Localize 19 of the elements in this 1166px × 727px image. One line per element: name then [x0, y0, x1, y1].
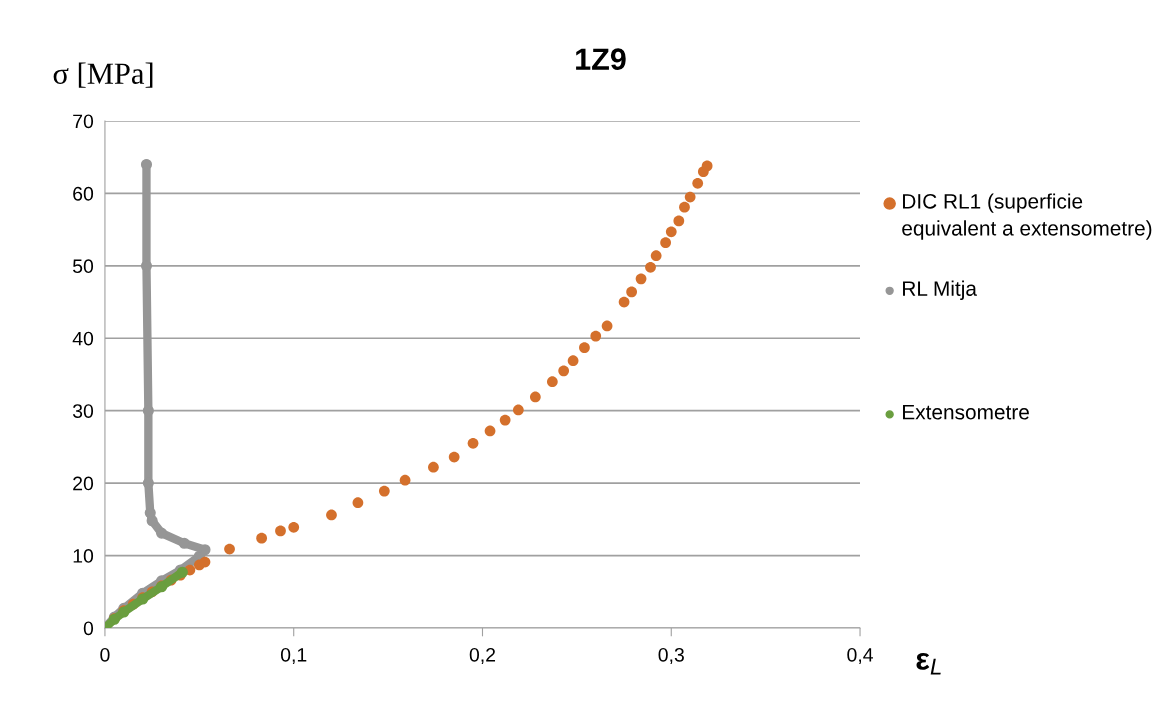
- x-tick-label: 0,4: [847, 647, 873, 665]
- legend-label: Extensometre: [903, 404, 1029, 420]
- legend-label: RL Mitja: [903, 280, 977, 301]
- legend-label: DIC RL1 (superficie equivalent a extensometre): [902, 193, 1152, 240]
- y-tick-label: 30: [72, 404, 94, 418]
- y-tick-label: 40: [72, 331, 94, 346]
- y-tick-label: 0: [83, 621, 94, 636]
- chart-title: 1Z9: [576, 48, 626, 70]
- y-tick-label: 70: [73, 114, 94, 129]
- y-tick-label: 60: [73, 186, 94, 201]
- y-tick-label: 20: [73, 476, 94, 491]
- x-tick-label: 0: [100, 647, 110, 662]
- x-tick-label: 0,2: [469, 647, 496, 665]
- x-tick-label: 0,3: [658, 647, 684, 665]
- y-tick-label: 50: [72, 259, 94, 274]
- x-tick-label: 0,1: [280, 647, 307, 665]
- y-tick-label: 10: [73, 549, 94, 563]
- y-axis-title: σ [MPa]: [53, 62, 153, 88]
- x-axis-title: ε$_{L}$: [916, 652, 941, 675]
